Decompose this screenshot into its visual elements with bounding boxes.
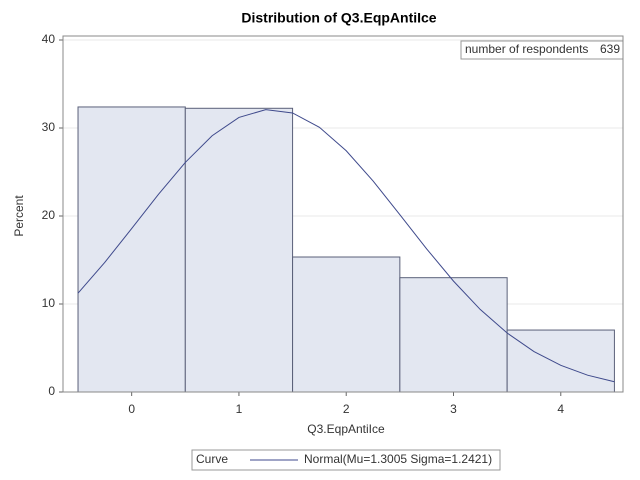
x-tick-label: 3: [450, 402, 457, 416]
y-tick-label: 20: [42, 208, 56, 222]
bar: [399, 277, 508, 393]
x-tick-label: 1: [236, 402, 243, 416]
legend-title: Curve: [196, 452, 228, 466]
inset-label: number of respondents: [465, 42, 588, 56]
chart-title: Distribution of Q3.EqpAntiIce: [241, 10, 436, 26]
bar: [506, 329, 615, 393]
bar: [184, 107, 294, 393]
y-tick-label: 30: [42, 120, 56, 134]
y-axis-label: Percent: [12, 195, 26, 237]
x-tick-label: 0: [128, 402, 135, 416]
y-tick-label: 0: [48, 384, 55, 398]
bar: [292, 256, 401, 393]
bar: [77, 106, 186, 393]
plot-frame: [62, 35, 624, 393]
x-tick-label: 2: [343, 402, 350, 416]
normal-curve: [77, 109, 615, 383]
x-tick-label: 4: [557, 402, 564, 416]
legend-box: [191, 449, 501, 471]
x-axis-label: Q3.EqpAntiIce: [307, 422, 385, 436]
y-tick-label: 10: [42, 296, 56, 310]
inset-value: 639: [600, 42, 620, 56]
legend-label: Normal(Mu=1.3005 Sigma=1.2421): [304, 452, 492, 466]
y-tick-label: 40: [42, 32, 56, 46]
